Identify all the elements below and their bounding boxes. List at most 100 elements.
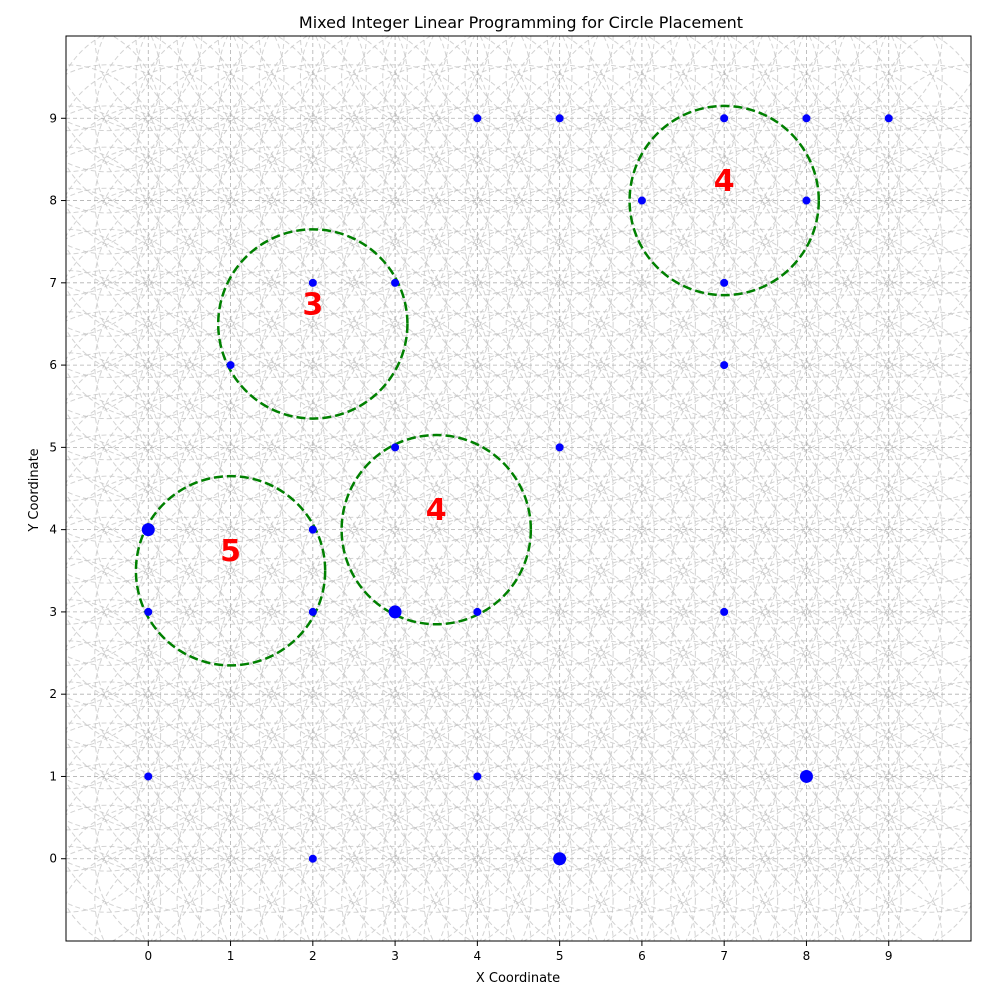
candidate-circle <box>670 722 861 913</box>
chart-title: Mixed Integer Linear Programming for Cir… <box>299 13 743 32</box>
data-point <box>720 114 729 123</box>
candidate-circle <box>341 228 532 420</box>
candidate-circle <box>176 36 367 132</box>
candidate-circle <box>66 64 162 255</box>
candidate-circle <box>505 434 696 625</box>
data-point <box>555 443 564 452</box>
candidate-circle <box>66 475 244 666</box>
candidate-circle <box>66 64 203 255</box>
candidate-circle <box>505 311 696 502</box>
data-point <box>308 278 317 287</box>
candidate-circle <box>505 599 696 790</box>
x-axis-label: X Coordinate <box>476 971 560 986</box>
data-point <box>391 278 400 287</box>
candidate-circle <box>176 516 367 708</box>
candidate-circle <box>341 146 532 337</box>
candidate-circle <box>66 557 203 749</box>
candidate-circle <box>217 187 408 378</box>
x-tick-label: 2 <box>309 949 317 963</box>
candidate-circle <box>546 146 738 337</box>
candidate-circle <box>66 146 162 337</box>
candidate-circle <box>834 557 971 749</box>
candidate-circle <box>423 393 614 584</box>
candidate-circle <box>670 146 861 337</box>
candidate-circle <box>258 311 450 502</box>
candidate-circle <box>793 557 971 749</box>
candidate-circle <box>834 311 971 502</box>
coverage-count-label: 4 <box>714 164 735 199</box>
candidate-circle <box>258 434 450 625</box>
candidate-circle <box>711 146 902 337</box>
candidate-circle <box>505 516 696 708</box>
candidate-circle <box>505 393 696 584</box>
candidate-circle <box>587 681 779 872</box>
candidate-circle <box>875 763 971 941</box>
candidate-circle <box>834 352 971 543</box>
candidate-circle <box>258 36 450 214</box>
candidate-circle <box>176 228 367 420</box>
candidate-circle <box>66 36 162 173</box>
x-tick-label: 4 <box>474 949 482 963</box>
coverage-count-label: 4 <box>426 493 447 528</box>
candidate-circle <box>834 270 971 461</box>
data-point <box>553 852 567 866</box>
candidate-circle <box>505 105 696 296</box>
candidate-circle <box>587 434 779 625</box>
candidate-circle <box>341 36 532 132</box>
candidate-circle <box>66 228 162 420</box>
candidate-circle <box>217 763 408 941</box>
candidate-circle <box>217 804 408 941</box>
coverage-count-labels: 4 3 4 5 <box>220 164 735 569</box>
candidate-circle <box>752 475 943 666</box>
y-tick-label: 3 <box>49 605 57 619</box>
data-point <box>473 772 482 781</box>
candidate-circle <box>66 804 203 941</box>
candidate-circle <box>834 146 971 337</box>
y-tick-label: 9 <box>49 111 57 125</box>
candidate-circle <box>546 804 737 941</box>
candidate-circle <box>382 804 573 941</box>
candidate-circle <box>587 516 779 708</box>
candidate-circle <box>341 311 532 502</box>
candidate-circle <box>258 36 450 173</box>
candidate-circle <box>176 393 367 584</box>
data-point <box>720 278 729 287</box>
candidate-circle <box>217 146 408 337</box>
data-point <box>144 772 153 781</box>
candidate-circle <box>66 146 203 337</box>
candidate-circle <box>587 722 779 913</box>
candidate-circle <box>341 393 532 584</box>
y-tick-label: 0 <box>49 852 57 866</box>
candidate-circle <box>752 804 943 941</box>
data-point <box>473 114 482 123</box>
candidate-circle <box>587 105 779 296</box>
x-tick-label: 0 <box>144 949 152 963</box>
candidate-circle <box>587 557 779 749</box>
candidate-circle <box>752 640 943 831</box>
data-point <box>802 114 811 123</box>
candidate-circle <box>752 36 943 132</box>
candidate-circle <box>834 36 971 173</box>
candidate-circle <box>587 146 779 337</box>
candidate-circle <box>587 36 779 214</box>
data-point <box>226 361 235 370</box>
candidate-circle <box>341 804 532 941</box>
x-tick-label: 8 <box>803 949 811 963</box>
candidate-circle <box>135 804 326 941</box>
candidate-circle <box>793 228 971 420</box>
candidate-circle <box>423 722 614 913</box>
y-tick-label: 6 <box>49 358 57 372</box>
candidate-circle <box>258 804 450 941</box>
candidate-circle <box>176 557 367 749</box>
candidate-circle <box>752 722 943 913</box>
candidate-circle <box>94 146 285 337</box>
candidate-circle <box>423 36 614 132</box>
candidate-circle <box>341 557 532 749</box>
candidate-circle <box>464 146 655 337</box>
candidate-circle <box>629 475 820 666</box>
data-point <box>555 114 564 123</box>
data-point <box>308 525 317 534</box>
y-tick-label: 1 <box>49 769 57 783</box>
candidate-circle <box>505 36 696 132</box>
